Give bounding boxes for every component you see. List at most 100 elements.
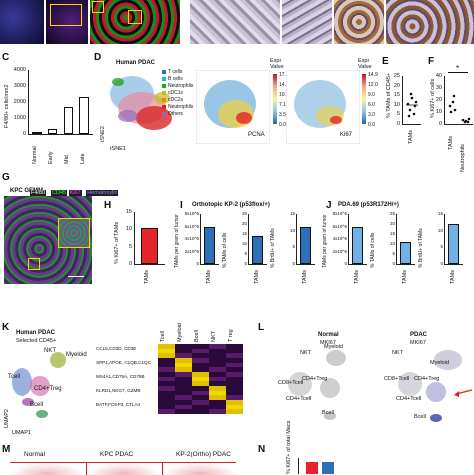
panel-k-heat-row: KLRD1,NKG7, GZMB (96, 388, 141, 393)
panel-k-heat-row: CCL5,CD3D, CD3E (96, 346, 137, 351)
panel-k-heat-cell (192, 395, 209, 400)
panel-k-heat-cell (158, 400, 175, 405)
panel-c-xtick: Late (80, 153, 86, 164)
panel-j-ytick: 0 (392, 261, 395, 266)
panel-d-ki67-legend-title: Expr Value (358, 58, 372, 70)
panel-k-heat-cell (209, 367, 226, 372)
panel-i-axes (296, 214, 315, 265)
panel-g-stain: F4/80 (30, 190, 47, 196)
panel-d-title: Human PDAC (116, 60, 156, 66)
panel-k-heat-cell (175, 367, 192, 372)
panel-k-heat-cell (192, 353, 209, 358)
panel-e-label: E (382, 56, 389, 67)
panel-l-cluster-label: CD4+Treg (414, 376, 440, 382)
panel-k-cluster-label: Tcell (8, 374, 21, 380)
panel-l-cluster-label: CD8+Tcell (384, 376, 410, 382)
panel-k-heat-cell (158, 358, 175, 363)
panel-d-ki67-tick: 9.0 (368, 92, 375, 98)
panel-k-heat-cell (226, 348, 243, 354)
panel-k-heat-cell (175, 386, 192, 391)
panel-g-stain: Ki67 (68, 190, 82, 196)
panel-h-label: H (104, 200, 112, 211)
panel-l-cluster-label: CD4+Treg (302, 376, 328, 382)
panel-l-cluster-label: NKT (300, 350, 311, 356)
panel-k-heat-cell (226, 353, 243, 358)
panel-h-ytick: 0 (128, 261, 132, 267)
panel-k-heat-row: SPP1,APOE, C1QB,C1QC (96, 360, 151, 365)
panel-k-heat-cell (209, 376, 226, 382)
panel-k-heat-cell (226, 376, 243, 382)
panel-i-ytick: 2x10^6 (184, 248, 199, 254)
panel-d-legend-swatch (162, 70, 166, 74)
panel-d-ki67-tick: 14.9 (368, 72, 378, 78)
panel-e-axes (402, 76, 421, 125)
panel-d-pcna-tick: 7.1 (279, 102, 286, 108)
panel-f-ytick: 40 (435, 73, 442, 79)
panel-k-heat-cell (209, 381, 226, 386)
panel-j-ytick: 8x10^6 (332, 211, 347, 216)
panel-c-label: C (2, 52, 10, 63)
panel-i-ytick: 10 (241, 241, 247, 246)
panel-k-heat-cell (226, 381, 243, 386)
panel-k-heat-cell (158, 381, 175, 386)
panel-i-axes (200, 214, 219, 265)
panel-k-heat-cell (209, 372, 226, 377)
panel-m-title: KP-2(Ortho) PDAC (176, 451, 231, 458)
panel-k-heat-cell (158, 353, 175, 358)
panel-c-ytick: 2000 (13, 99, 26, 105)
panel-k-heat-cell (175, 362, 192, 368)
panel-k-heat-cell (192, 400, 209, 405)
panel-l-cluster-label: NKT (392, 350, 403, 356)
panel-k-heat-cell (226, 400, 243, 405)
panel-d-legend-item: Others (168, 111, 184, 117)
panel-j-axes (444, 214, 463, 265)
panel-e-ytick: 5 (396, 111, 400, 118)
panel-n-bar-1 (306, 462, 318, 474)
panel-i-bar (252, 236, 263, 264)
panel-d-legend-swatch (162, 91, 166, 95)
panel-j-ytick: 15 (437, 211, 443, 216)
panel-l-cluster-label: Myeloid (430, 360, 449, 366)
panel-i-bars (249, 214, 266, 264)
panel-k-heat-cell (192, 386, 209, 391)
panel-k-heat-cell (175, 395, 192, 400)
panel-e-ytick: 25 (393, 73, 400, 79)
panel-k-heat-cell (175, 381, 192, 386)
panel-d-legend-item: Neutrophils (168, 83, 194, 89)
micrograph-fluor-3 (90, 0, 180, 44)
panel-k-title: Human PDAC (16, 330, 56, 336)
micrograph-ihc-3 (334, 0, 384, 44)
panel-k-heat-cell (158, 372, 175, 377)
panel-k-heat-cell (209, 386, 226, 391)
panel-f-label: F (428, 56, 435, 67)
micrograph-fluor-1 (0, 0, 44, 44)
panel-d-xlabel: tSNE1 (110, 146, 126, 152)
panel-i-bars (201, 214, 218, 264)
panel-k-heat-cell (192, 372, 209, 377)
panel-k-heat-cell (192, 358, 209, 363)
panel-d-pcna-tick: 14.2 (279, 82, 289, 88)
panel-k-heat-cell (209, 362, 226, 368)
panel-k-ylabel: UMAP2 (4, 409, 10, 428)
panel-f-xtick: Neutrophils (460, 144, 466, 172)
panel-d-legend-item: Neutrophils (168, 104, 194, 110)
panel-m-umaps (10, 462, 237, 475)
panel-k-heat-cell (192, 404, 209, 410)
panel-k-heat-cell (192, 348, 209, 354)
panel-k-cluster-label: Bcell (30, 402, 44, 408)
panel-i-ytick: 0 (244, 261, 247, 266)
panel-f-axes (444, 76, 473, 125)
panel-k-heat-cell (226, 362, 243, 368)
panel-k-subtitle: Selected CD45+ (16, 338, 57, 344)
panel-k-heat-cell (175, 348, 192, 354)
panel-j-title: PDA.69 (p53R172H/+) (338, 202, 399, 208)
panel-j-ytick: 0 (344, 261, 347, 266)
panel-j-axes (396, 214, 415, 265)
panel-d-ki67-gene: Ki67 (340, 132, 353, 138)
panel-k-heat-col: Bcell (194, 330, 200, 342)
panel-n-bar-2 (322, 462, 334, 474)
panel-g-stain: Hematoxylin (86, 190, 119, 196)
panel-k-heat-cell (158, 404, 175, 410)
panel-m-title: Normal (24, 451, 45, 458)
panel-k-heat-cell (226, 386, 243, 391)
